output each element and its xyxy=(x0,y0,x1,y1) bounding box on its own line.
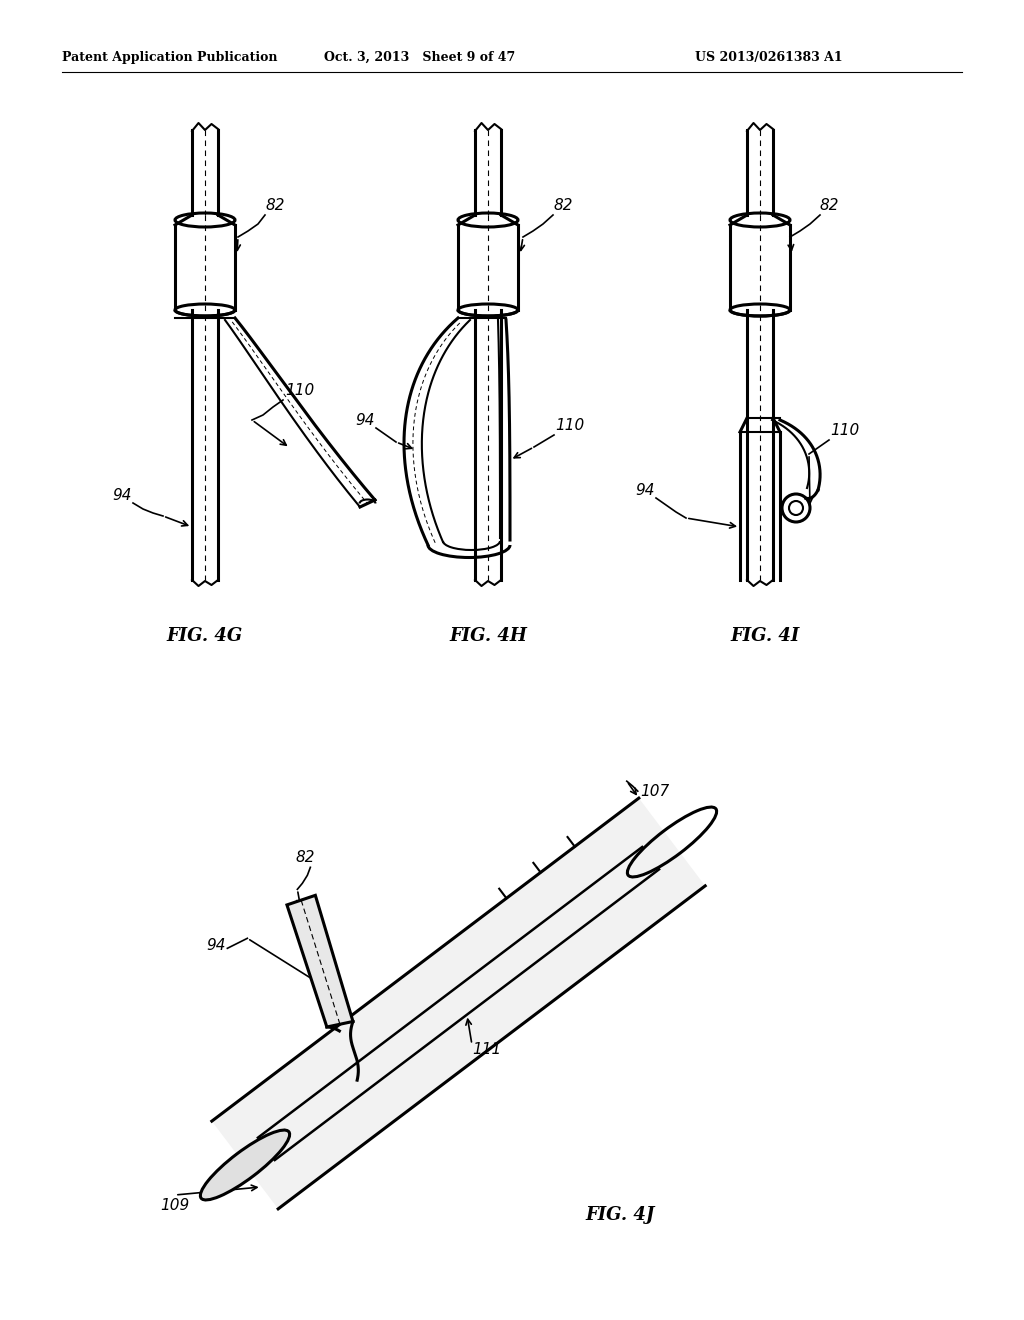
Text: Oct. 3, 2013   Sheet 9 of 47: Oct. 3, 2013 Sheet 9 of 47 xyxy=(325,50,516,63)
Text: 94: 94 xyxy=(355,413,375,428)
Text: US 2013/0261383 A1: US 2013/0261383 A1 xyxy=(695,50,843,63)
Text: 94: 94 xyxy=(113,488,132,503)
Polygon shape xyxy=(212,799,706,1209)
Text: 110: 110 xyxy=(830,422,859,438)
Text: 94: 94 xyxy=(636,483,655,498)
Text: 107: 107 xyxy=(640,784,669,799)
Text: FIG. 4J: FIG. 4J xyxy=(586,1206,654,1224)
Text: Patent Application Publication: Patent Application Publication xyxy=(62,50,278,63)
Text: FIG. 4I: FIG. 4I xyxy=(730,627,800,645)
Text: 82: 82 xyxy=(296,850,315,866)
Text: 110: 110 xyxy=(285,383,314,399)
Text: 82: 82 xyxy=(265,198,285,213)
Ellipse shape xyxy=(201,1130,290,1200)
Text: 94: 94 xyxy=(206,937,225,953)
Text: FIG. 4H: FIG. 4H xyxy=(450,627,527,645)
Text: 82: 82 xyxy=(553,198,572,213)
Text: 109: 109 xyxy=(161,1197,189,1213)
Polygon shape xyxy=(287,895,353,1027)
Text: 110: 110 xyxy=(555,418,585,433)
Text: 111: 111 xyxy=(472,1043,501,1057)
Text: FIG. 4G: FIG. 4G xyxy=(167,627,243,645)
Text: 82: 82 xyxy=(820,198,840,213)
